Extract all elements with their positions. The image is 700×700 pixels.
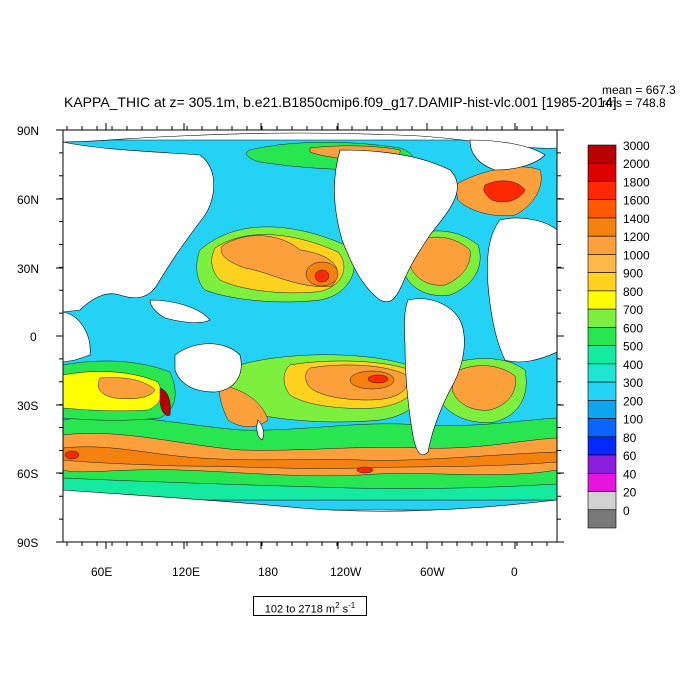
colorbar-swatch — [587, 345, 617, 365]
colorbar-label: 1800 — [623, 175, 650, 189]
southern-ocean-peak-2 — [356, 466, 374, 474]
colorbar-swatch — [587, 162, 617, 182]
colorbar-label: 80 — [623, 431, 637, 445]
colorbar-label: 20 — [623, 486, 637, 500]
land-antarctica — [63, 489, 557, 542]
axis-ticks — [56, 123, 564, 549]
southern-ocean-south-band — [63, 477, 557, 501]
colorbar-label: 1000 — [623, 248, 650, 262]
southern-ocean-deep — [63, 446, 557, 469]
land-africa — [63, 311, 91, 363]
plot-title: KAPPA_THIC at z= 305.1m, b.e21.B1850cmip… — [64, 94, 617, 110]
land-greenland — [469, 139, 546, 171]
y-tick-90s: 90S — [17, 536, 39, 550]
colorbar-swatch — [587, 235, 617, 255]
colorbar-swatch — [587, 454, 617, 474]
range-note: 102 to 2718 m2 s-1 — [253, 596, 367, 616]
colorbar-swatch — [587, 181, 617, 201]
y-tick-30n: 30N — [17, 262, 40, 276]
colorbar-label: 900 — [623, 267, 643, 281]
land-south-america — [404, 298, 465, 456]
x-tick-120w: 120W — [330, 565, 362, 579]
colorbar-label: 400 — [623, 358, 643, 372]
colorbar-label: 100 — [623, 413, 643, 427]
colorbar-swatch — [587, 199, 617, 219]
x-tick-0: 0 — [511, 565, 518, 579]
subpolar-atlantic-core — [483, 180, 526, 203]
colorbar-label: 1200 — [623, 230, 650, 244]
colorbar-swatch — [587, 418, 617, 438]
rms-stat: rms = 748.8 — [602, 96, 666, 110]
colorbar-swatch — [587, 472, 617, 492]
mean-stat: mean = 667.3 — [602, 83, 676, 97]
colorbar-label: 1400 — [623, 212, 650, 226]
y-tick-eq: 0 — [30, 330, 37, 344]
north-pacific-peak — [314, 269, 330, 283]
colorbar-label: 300 — [623, 376, 643, 390]
north-atlantic-gyre-inner — [409, 236, 471, 286]
y-tick-60s: 60S — [17, 467, 39, 481]
leeuwin-current — [159, 387, 171, 416]
colorbar-swatch — [587, 381, 617, 401]
land-eurasia — [63, 141, 214, 313]
colorbar-swatch — [587, 290, 617, 310]
land-maritime-continent — [149, 299, 211, 323]
range-note-prefix: 102 to 2718 m — [264, 603, 336, 616]
colorbar-label: 500 — [623, 340, 643, 354]
y-tick-30s: 30S — [17, 399, 39, 413]
colorbar-label: 60 — [623, 449, 637, 463]
x-tick-180: 180 — [258, 565, 279, 579]
colorbar-swatch — [587, 509, 617, 529]
south-atlantic-gyre-inner — [451, 365, 516, 411]
indian-gyre-core — [97, 377, 156, 399]
colorbar-label: 600 — [623, 321, 643, 335]
colorbar-swatch — [587, 144, 617, 164]
colorbar-swatch — [587, 363, 617, 383]
colorbar: 3000200018001600140012001000900800700600… — [587, 139, 650, 529]
range-note-mid: s — [339, 603, 349, 616]
kappa-field — [63, 130, 557, 542]
colorbar-label: 1600 — [623, 194, 650, 208]
land — [63, 130, 557, 542]
colorbar-swatch — [587, 254, 617, 273]
y-tick-60n: 60N — [17, 193, 40, 207]
land-new-zealand — [256, 419, 264, 441]
y-tick-90n: 90N — [17, 124, 40, 138]
land-north-america — [334, 149, 458, 303]
colorbar-swatch — [587, 272, 617, 292]
colorbar-label: 800 — [623, 285, 643, 299]
colorbar-label: 700 — [623, 303, 643, 317]
colorbar-label: 40 — [623, 467, 637, 481]
range-note-sup1: 2 — [335, 601, 340, 610]
x-tick-60w: 60W — [420, 565, 445, 579]
range-note-sup2: -1 — [348, 601, 356, 610]
tasman-region — [219, 384, 269, 427]
colorbar-swatch — [587, 217, 617, 237]
colorbar-swatch — [587, 327, 617, 346]
colorbar-swatch — [587, 308, 617, 328]
south-pacific-peak — [367, 374, 389, 384]
x-tick-60e: 60E — [91, 565, 113, 579]
colorbar-swatch — [587, 436, 617, 456]
land-africa-east — [487, 217, 557, 363]
x-tick-120e: 120E — [172, 565, 201, 579]
colorbar-swatch — [587, 491, 617, 511]
colorbar-label: 3000 — [623, 139, 650, 153]
colorbar-label: 200 — [623, 394, 643, 408]
southern-ocean-peak-1 — [64, 450, 80, 460]
colorbar-label: 2000 — [623, 157, 650, 171]
colorbar-swatch — [587, 400, 617, 419]
colorbar-label: 0 — [623, 504, 630, 518]
land-australia — [174, 343, 242, 393]
